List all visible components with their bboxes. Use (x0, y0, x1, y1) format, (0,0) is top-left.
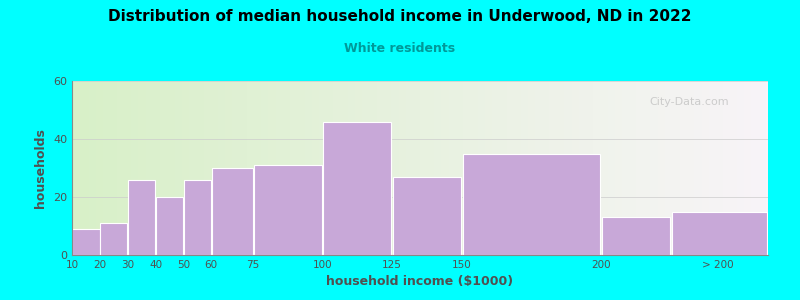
Bar (100, 223, 127, 255)
Bar (393, 177, 461, 255)
Text: City-Data.com: City-Data.com (650, 97, 730, 107)
Text: White residents: White residents (345, 42, 455, 55)
Bar (323, 122, 391, 255)
Bar (254, 165, 322, 255)
Y-axis label: households: households (34, 128, 47, 208)
Bar (212, 168, 253, 255)
Bar (184, 180, 211, 255)
Bar (156, 197, 183, 255)
Bar (463, 154, 599, 255)
Bar (128, 180, 155, 255)
Text: Distribution of median household income in Underwood, ND in 2022: Distribution of median household income … (108, 9, 692, 24)
X-axis label: household income ($1000): household income ($1000) (326, 275, 514, 288)
Bar (72, 229, 99, 255)
Bar (671, 212, 767, 255)
Bar (602, 217, 670, 255)
